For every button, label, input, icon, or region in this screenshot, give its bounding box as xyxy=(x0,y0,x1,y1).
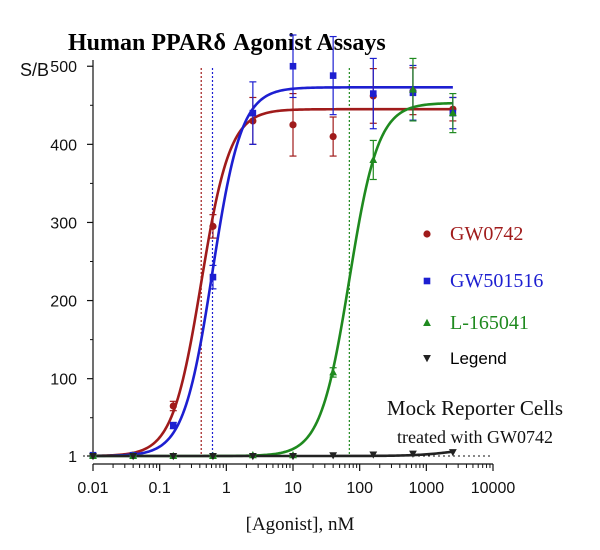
data-point-1 xyxy=(209,273,217,281)
chart-title-bold: Human PPARδ xyxy=(68,30,226,56)
data-point-0 xyxy=(289,121,297,129)
data-point-3 xyxy=(409,450,417,458)
legend-marker-2 xyxy=(423,318,431,326)
data-point-0 xyxy=(169,402,177,410)
chart-title-rest: Agonist Assays xyxy=(233,30,386,56)
data-point-3 xyxy=(369,451,378,459)
legend-marker-0 xyxy=(423,230,431,238)
data-point-1 xyxy=(329,72,337,79)
legend-label-3: Legend xyxy=(450,349,507,368)
x-tick-label: 0.1 xyxy=(149,480,171,497)
data-point-3 xyxy=(329,452,338,460)
x-tick-label: 10000 xyxy=(471,480,516,497)
data-point-3 xyxy=(89,453,97,461)
data-point-3 xyxy=(169,453,178,461)
y-tick-label: 200 xyxy=(50,294,77,311)
data-point-1 xyxy=(249,109,257,117)
annotation-line-1: Mock Reporter Cells xyxy=(387,396,563,420)
chart-title: Human PPARδ Agonist Assays xyxy=(68,30,386,56)
y-tick-label: 100 xyxy=(50,372,77,389)
y-axis-label: S/B xyxy=(20,60,49,80)
data-point-3 xyxy=(209,453,217,461)
data-point-2 xyxy=(369,155,378,163)
x-tick-label: 1000 xyxy=(409,480,445,497)
fit-curve-3 xyxy=(93,450,454,458)
x-axis-label: [Agonist], nM xyxy=(246,514,355,535)
data-point-2 xyxy=(448,108,457,117)
fit-curve-0 xyxy=(92,107,453,458)
data-point-0 xyxy=(329,132,337,141)
x-tick-label: 0.01 xyxy=(77,480,108,497)
fit-curve-1 xyxy=(92,86,453,458)
data-point-2 xyxy=(409,85,417,93)
x-tick-label: 1 xyxy=(222,480,231,497)
legend-label-0: GW0742 xyxy=(450,223,523,245)
data-point-1 xyxy=(289,62,297,70)
legend-label-1: GW501516 xyxy=(450,270,543,292)
y-tick-label: 300 xyxy=(50,215,77,232)
data-point-3 xyxy=(248,453,257,461)
legend-marker-1 xyxy=(423,277,431,285)
x-tick-label: 10 xyxy=(284,480,302,497)
y-tick-label: 500 xyxy=(50,59,77,76)
data-point-1 xyxy=(169,422,177,429)
plot-area: 1 100 200 300 400 500 0.01 0.1 1 10 100 1000 10000 GW… xyxy=(50,34,543,497)
data-point-0 xyxy=(209,222,217,230)
legend-label-2: L-165041 xyxy=(450,312,529,334)
data-point-3 xyxy=(129,453,138,461)
data-point-2 xyxy=(329,368,338,376)
legend-marker-3 xyxy=(423,355,431,363)
data-point-3 xyxy=(448,449,457,457)
data-point-3 xyxy=(289,453,297,461)
x-tick-label: 100 xyxy=(346,480,373,497)
annotation-line-2: treated with GW0742 xyxy=(397,427,553,447)
y-tick-label: 1 xyxy=(68,449,77,466)
y-tick-label: 400 xyxy=(50,137,77,154)
data-point-1 xyxy=(369,90,377,97)
